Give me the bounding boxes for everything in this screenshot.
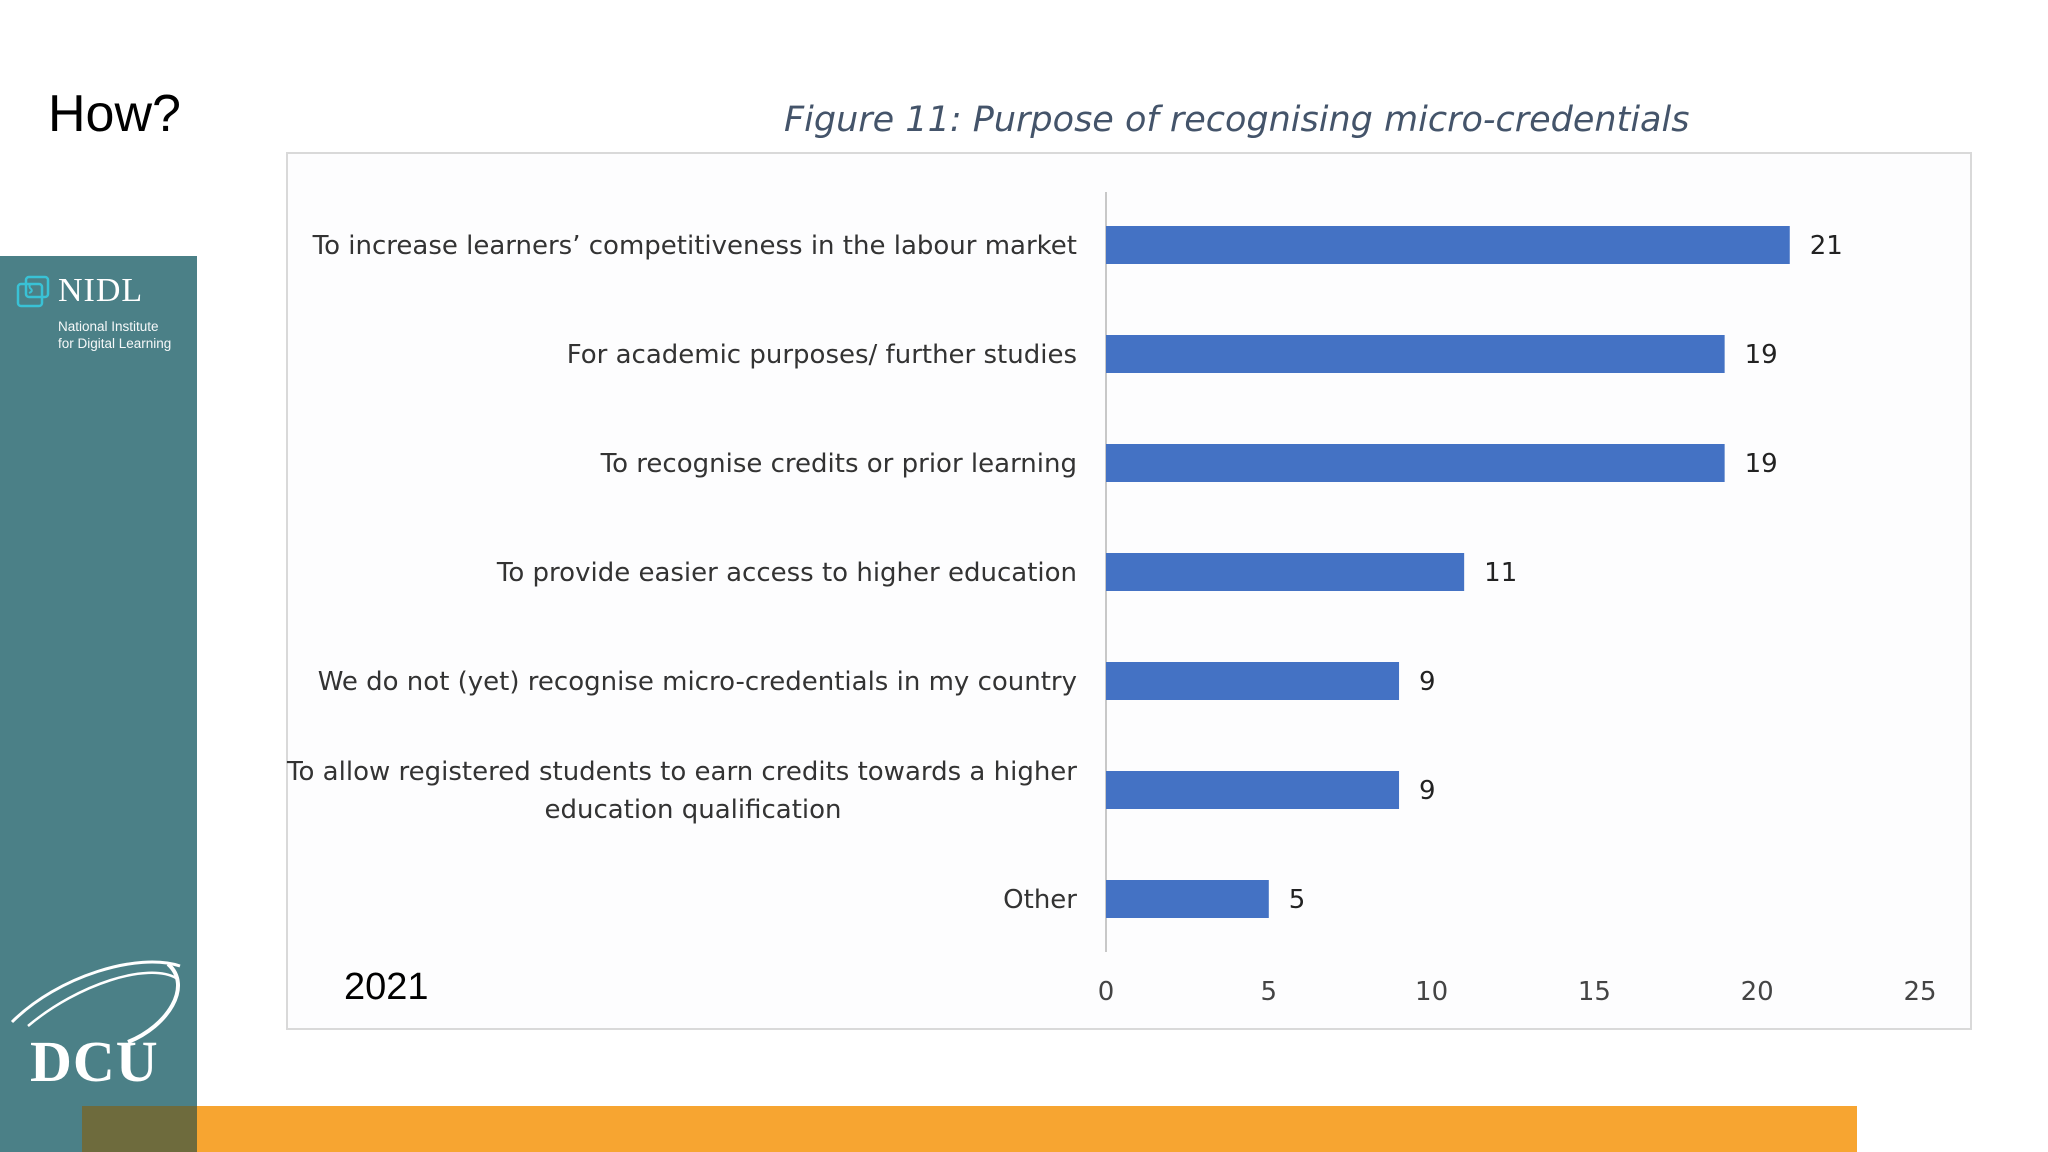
dcu-logo: DCU bbox=[8, 956, 188, 1096]
bar bbox=[1106, 662, 1400, 700]
nidl-name: NIDL bbox=[58, 272, 144, 309]
bar bbox=[1106, 553, 1465, 591]
data-label: 19 bbox=[1745, 449, 1778, 479]
x-tick-label: 25 bbox=[1903, 977, 1936, 1007]
category-label: Other bbox=[1003, 885, 1077, 915]
category-label: To increase learners’ competitiveness in… bbox=[312, 231, 1077, 261]
bar bbox=[1106, 226, 1790, 264]
bar bbox=[1106, 880, 1269, 918]
dcu-wordmark: DCU bbox=[30, 1029, 159, 1094]
bar bbox=[1106, 771, 1400, 809]
footer-bar-dark bbox=[82, 1106, 197, 1152]
x-tick-label: 15 bbox=[1578, 977, 1611, 1007]
x-tick-label: 20 bbox=[1741, 977, 1774, 1007]
category-label: To recognise credits or prior learning bbox=[600, 449, 1077, 479]
category-label: education qualification bbox=[544, 795, 841, 825]
slide-title: How? bbox=[48, 85, 181, 143]
nidl-logo-icon bbox=[16, 275, 50, 308]
sidebar-panel: NIDL National Institute for Digital Lear… bbox=[0, 256, 197, 1152]
year-label: 2021 bbox=[344, 966, 429, 1008]
data-label: 19 bbox=[1745, 340, 1778, 370]
data-label: 5 bbox=[1289, 885, 1306, 915]
chart-title: Figure 11: Purpose of recognising micro-… bbox=[784, 100, 1690, 140]
nidl-subtitle-line2: for Digital Learning bbox=[58, 336, 172, 351]
category-label: For academic purposes/ further studies bbox=[567, 340, 1077, 370]
category-label: To provide easier access to higher educa… bbox=[496, 558, 1077, 588]
bar bbox=[1106, 444, 1725, 482]
nidl-subtitle: National Institute for Digital Learning bbox=[58, 318, 171, 352]
data-label: 9 bbox=[1419, 667, 1436, 697]
category-label: To allow registered students to earn cre… bbox=[286, 757, 1077, 787]
data-label: 9 bbox=[1419, 776, 1436, 806]
nidl-subtitle-line1: National Institute bbox=[58, 319, 159, 334]
data-label: 21 bbox=[1810, 231, 1843, 261]
x-tick-label: 10 bbox=[1415, 977, 1448, 1007]
category-label: We do not (yet) recognise micro-credenti… bbox=[318, 667, 1077, 697]
footer-bar bbox=[197, 1106, 1857, 1152]
dcu-swoosh-icon bbox=[10, 960, 181, 1044]
x-tick-label: 5 bbox=[1261, 977, 1278, 1007]
data-label: 11 bbox=[1484, 558, 1517, 588]
bar bbox=[1106, 335, 1725, 373]
x-tick-label: 0 bbox=[1098, 977, 1115, 1007]
